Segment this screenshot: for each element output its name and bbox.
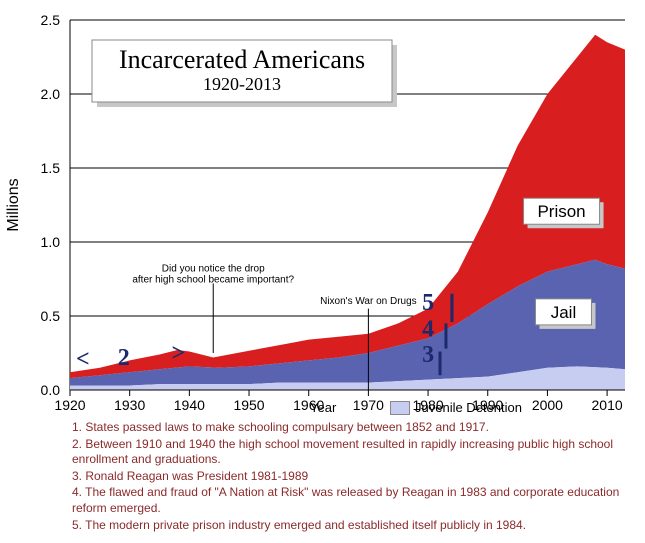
label-prison-text: Prison	[537, 202, 585, 221]
annotation-text: Did you notice the drop	[162, 264, 265, 275]
legend-juvenile-swatch	[390, 401, 410, 415]
x-tick-label: 2010	[592, 397, 623, 413]
x-tick-label: 1970	[353, 397, 384, 413]
y-axis-label: Millions	[5, 178, 22, 231]
label-jail-text: Jail	[551, 303, 577, 322]
footnote-line: 2. Between 1910 and 1940 the high school…	[72, 437, 625, 468]
footnote-line: 4. The flawed and fraud of "A Nation at …	[72, 485, 625, 516]
y-tick-label: 1.0	[41, 234, 61, 250]
x-tick-label: 2000	[532, 397, 563, 413]
title-line1: Incarcerated Americans	[119, 45, 365, 74]
hand-five: 5	[422, 290, 434, 316]
footnotes: 1. States passed laws to make schooling …	[72, 420, 625, 534]
y-tick-label: 0.0	[41, 382, 61, 398]
legend-juvenile: Juvenile Detention	[390, 400, 522, 415]
annotation-text: Nixon's War on Drugs	[320, 296, 417, 307]
hand-bracket_2: 2	[118, 345, 130, 371]
y-tick-label: 2.5	[41, 12, 61, 28]
x-tick-label: 1940	[174, 397, 205, 413]
footnote-line: 1. States passed laws to make schooling …	[72, 420, 625, 436]
legend-juvenile-text: Juvenile Detention	[415, 400, 522, 415]
hand-bracket_right: >	[171, 340, 185, 366]
x-tick-label: 1920	[54, 397, 85, 413]
hand-three: 3	[422, 342, 434, 368]
footnote-line: 3. Ronald Reagan was President 1981-1989	[72, 469, 625, 485]
annotation-text: after high school became important?	[132, 275, 294, 286]
x-tick-label: 1950	[233, 397, 264, 413]
x-tick-label: 1930	[114, 397, 145, 413]
footnote-line: 5. The modern private prison industry em…	[72, 518, 625, 534]
y-tick-label: 1.5	[41, 160, 61, 176]
y-tick-label: 2.0	[41, 86, 61, 102]
x-axis-label: Year	[310, 400, 336, 415]
y-tick-label: 0.5	[41, 308, 61, 324]
incarceration-chart: 0.00.51.01.52.02.51920193019401950196019…	[0, 0, 645, 420]
hand-four: 4	[422, 317, 434, 343]
hand-bracket_left: <	[76, 346, 90, 372]
title-line2: 1920-2013	[203, 74, 281, 94]
